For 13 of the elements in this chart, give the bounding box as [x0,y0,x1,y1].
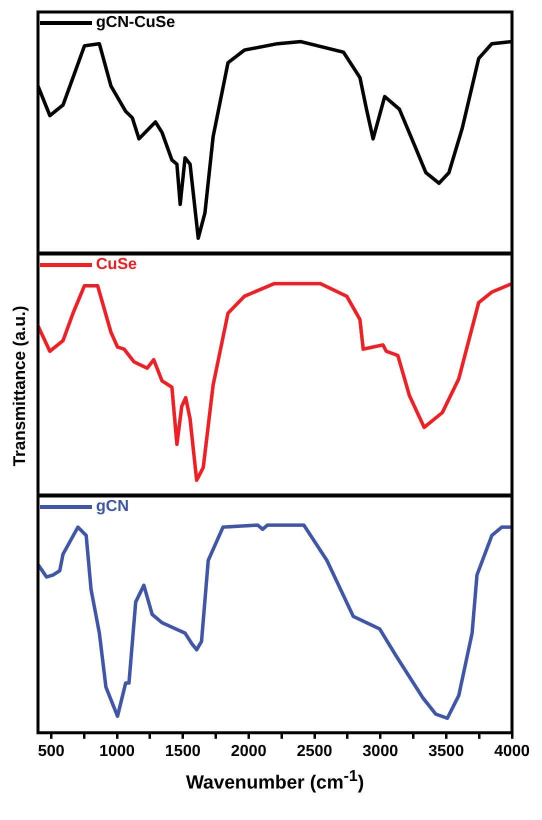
legend-label: gCN-CuSe [96,14,176,32]
x-tick-label: 500 [38,742,65,760]
x-tick-label: 3000 [362,742,398,760]
x-tick-label: 1500 [165,742,201,760]
x-tick-label: 2000 [230,742,267,760]
x-tick-label: 3500 [428,742,464,760]
legend-label: gCN [96,498,129,516]
y-axis-title: Transmittance (a.u.) [10,306,30,466]
x-tick-label: 4000 [494,742,530,760]
x-axis-title: Wavenumber (cm$^{-1}$) [184,768,366,794]
x-tick-label: 1000 [99,742,135,760]
x-tick-label: 2500 [296,742,332,760]
legend-label: CuSe [96,256,137,274]
